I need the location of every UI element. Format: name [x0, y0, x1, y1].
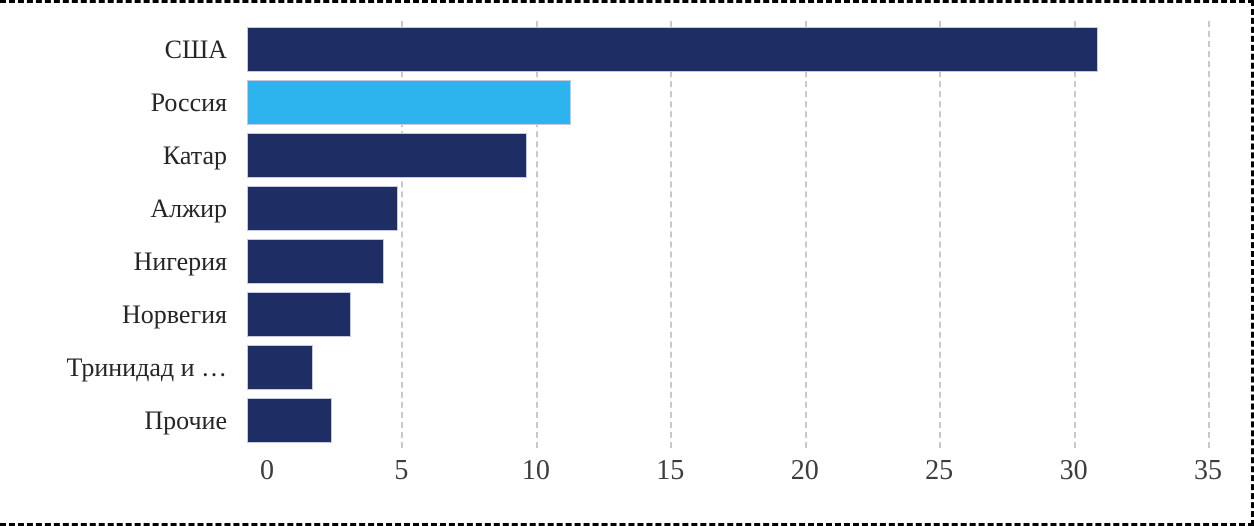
bar-row: Тринидад и … [0, 341, 1208, 394]
bar-track [247, 27, 1208, 72]
bar-track [247, 239, 1208, 284]
gridline [670, 21, 673, 448]
bar [247, 398, 333, 443]
category-label: Россия [150, 87, 227, 117]
gridline [535, 21, 538, 448]
gridline [1073, 21, 1076, 448]
bar [247, 345, 313, 390]
bar-track [247, 345, 1208, 390]
x-tick-label: 5 [394, 455, 409, 486]
bar-row: Норвегия [0, 288, 1208, 341]
x-tick-label: 0 [260, 455, 274, 486]
bar [247, 133, 528, 178]
gridline [804, 21, 807, 448]
x-tick-label: 20 [790, 455, 819, 486]
bar-row: Россия [0, 76, 1208, 129]
category-label: Норвегия [122, 299, 227, 329]
x-tick-label: 10 [521, 455, 550, 486]
bar-row: Прочие [0, 394, 1208, 447]
bar-row: США [0, 23, 1208, 76]
category-label: Прочие [144, 405, 227, 435]
x-tick-label: 25 [925, 455, 954, 486]
gridline-layer [267, 21, 1210, 448]
bar-track [247, 292, 1208, 337]
category-label: США [164, 34, 227, 64]
bar-track [247, 80, 1208, 125]
bar-track [247, 186, 1208, 231]
plot-area: США Россия Катар Алжир Нигерия Норвегия … [0, 23, 1208, 447]
category-label: Катар [162, 140, 227, 170]
category-label: Тринидад и … [66, 352, 227, 382]
bar [247, 186, 398, 231]
gridline [401, 21, 404, 448]
bar-row: Нигерия [0, 235, 1208, 288]
bar-row: Алжир [0, 182, 1208, 235]
x-tick-label: 30 [1059, 455, 1088, 486]
gridline [939, 21, 942, 448]
bar-track [247, 133, 1208, 178]
x-tick-label: 35 [1194, 455, 1222, 486]
x-tick-label: 15 [656, 455, 685, 486]
category-label: Алжир [150, 193, 227, 223]
bar [247, 27, 1099, 72]
bar-highlighted [247, 80, 571, 125]
gridline [1208, 21, 1210, 448]
bar [247, 292, 352, 337]
x-axis: 0 5 10 15 20 25 30 35 [260, 455, 1222, 495]
bar-track [247, 398, 1208, 443]
bar-row: Катар [0, 129, 1208, 182]
category-label: Нигерия [133, 246, 227, 276]
bar [247, 239, 385, 284]
